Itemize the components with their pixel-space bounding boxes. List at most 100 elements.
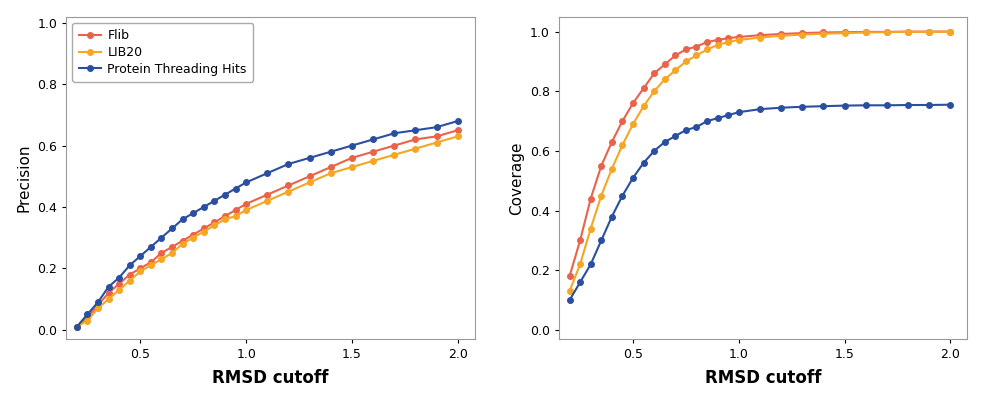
LIB20 — [113, 287, 125, 292]
LIB20 — [902, 29, 914, 34]
Protein Threading Hits — [902, 103, 914, 107]
LIB20 — [923, 29, 935, 34]
LIB20 — [367, 158, 379, 163]
LIB20 — [219, 217, 231, 222]
Flib — [923, 29, 935, 34]
Protein Threading Hits — [881, 103, 892, 108]
Flib — [584, 196, 596, 201]
Flib — [860, 29, 872, 34]
Flib — [617, 119, 629, 124]
Flib — [262, 192, 274, 197]
Protein Threading Hits — [638, 160, 649, 165]
Flib — [627, 101, 639, 105]
Flib — [71, 324, 83, 329]
Protein Threading Hits — [102, 284, 114, 289]
LIB20 — [282, 189, 294, 194]
LIB20 — [669, 68, 681, 73]
Protein Threading Hits — [648, 149, 660, 154]
Flib — [452, 128, 463, 133]
Protein Threading Hits — [198, 204, 210, 209]
LIB20 — [659, 77, 671, 82]
Protein Threading Hits — [691, 125, 703, 130]
Flib — [669, 53, 681, 58]
Protein Threading Hits — [229, 186, 241, 191]
Protein Threading Hits — [711, 116, 723, 120]
Protein Threading Hits — [575, 280, 586, 285]
LIB20 — [71, 324, 83, 329]
Flib — [722, 36, 734, 40]
LIB20 — [627, 122, 639, 126]
Flib — [945, 29, 956, 34]
LIB20 — [325, 171, 337, 176]
Flib — [124, 272, 136, 277]
Flib — [796, 31, 808, 36]
Protein Threading Hits — [606, 214, 618, 219]
LIB20 — [575, 262, 586, 267]
LIB20 — [595, 193, 607, 198]
Flib — [575, 238, 586, 243]
Flib — [367, 149, 379, 154]
LIB20 — [945, 29, 956, 34]
X-axis label: RMSD cutoff: RMSD cutoff — [705, 369, 822, 387]
Flib — [389, 143, 400, 148]
Protein Threading Hits — [627, 175, 639, 180]
Y-axis label: Precision: Precision — [17, 143, 31, 212]
LIB20 — [155, 257, 167, 261]
Protein Threading Hits — [124, 263, 136, 268]
Flib — [325, 165, 337, 170]
X-axis label: RMSD cutoff: RMSD cutoff — [213, 369, 329, 387]
Flib — [229, 208, 241, 213]
Protein Threading Hits — [702, 119, 713, 124]
Flib — [82, 315, 93, 320]
LIB20 — [860, 30, 872, 35]
LIB20 — [209, 223, 220, 228]
Line: LIB20: LIB20 — [74, 134, 461, 330]
Protein Threading Hits — [135, 254, 147, 259]
Protein Threading Hits — [219, 192, 231, 197]
Protein Threading Hits — [262, 171, 274, 176]
Flib — [733, 34, 745, 39]
Y-axis label: Coverage: Coverage — [510, 141, 524, 215]
Flib — [102, 290, 114, 295]
Protein Threading Hits — [733, 110, 745, 115]
Flib — [409, 137, 421, 142]
LIB20 — [389, 152, 400, 157]
LIB20 — [452, 134, 463, 139]
Flib — [209, 220, 220, 225]
Protein Threading Hits — [145, 244, 156, 249]
Protein Threading Hits — [584, 262, 596, 267]
LIB20 — [818, 31, 830, 36]
LIB20 — [198, 229, 210, 234]
Protein Threading Hits — [680, 128, 692, 133]
LIB20 — [733, 38, 745, 42]
Flib — [818, 30, 830, 35]
Protein Threading Hits — [240, 180, 252, 185]
Flib — [219, 214, 231, 219]
Flib — [691, 44, 703, 49]
LIB20 — [796, 32, 808, 37]
LIB20 — [166, 250, 178, 255]
Protein Threading Hits — [452, 119, 463, 124]
Flib — [240, 202, 252, 206]
LIB20 — [754, 35, 766, 40]
Protein Threading Hits — [754, 107, 766, 112]
LIB20 — [711, 42, 723, 47]
Protein Threading Hits — [367, 137, 379, 142]
Flib — [346, 156, 358, 160]
Protein Threading Hits — [346, 143, 358, 148]
LIB20 — [722, 40, 734, 44]
Flib — [304, 174, 316, 179]
LIB20 — [124, 278, 136, 283]
LIB20 — [702, 47, 713, 52]
LIB20 — [135, 269, 147, 274]
Protein Threading Hits — [775, 105, 787, 110]
Flib — [606, 140, 618, 145]
Protein Threading Hits — [389, 131, 400, 136]
Protein Threading Hits — [82, 312, 93, 317]
LIB20 — [102, 297, 114, 301]
Protein Threading Hits — [166, 226, 178, 231]
Protein Threading Hits — [818, 104, 830, 109]
Line: Flib: Flib — [567, 29, 953, 279]
Flib — [145, 260, 156, 265]
Protein Threading Hits — [304, 156, 316, 160]
